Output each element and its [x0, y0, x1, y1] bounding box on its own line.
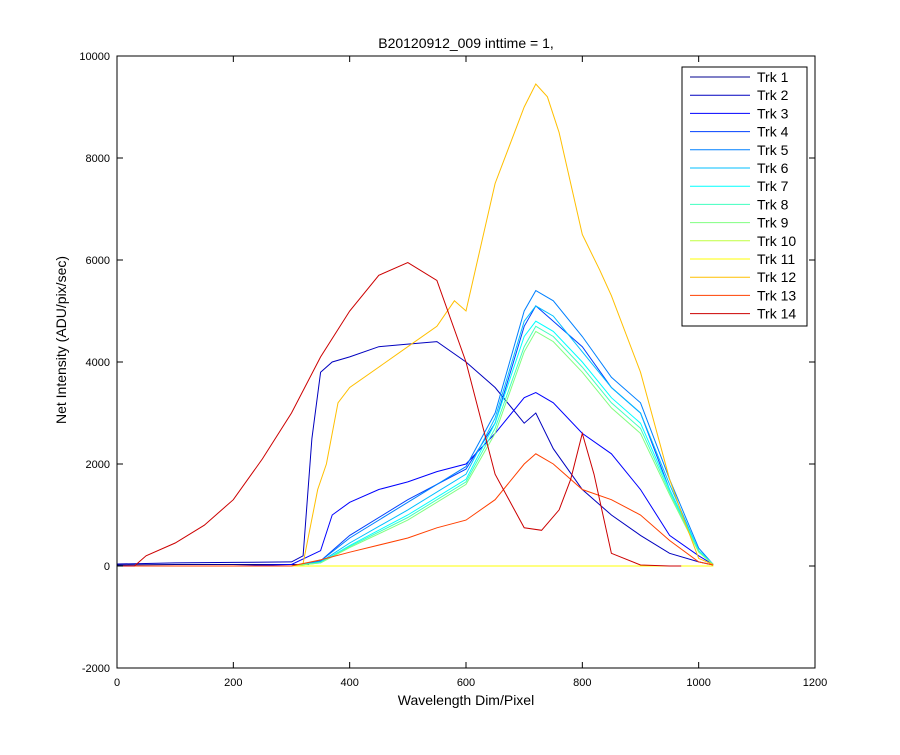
legend: Trk 1 Trk 2 Trk 3 Trk 4 Trk 5 Trk 6 Trk 7 Trk 8… — [681, 66, 808, 327]
y-tick-label: 0 — [104, 561, 110, 573]
series-line-trk-1 — [116, 564, 309, 566]
series-line-trk-2 — [116, 341, 714, 566]
y-axis-label: Net Intensity (ADU/pix/sec) — [53, 256, 69, 424]
y-tick-label: 10000 — [79, 51, 110, 63]
series-line-trk-5 — [117, 289, 714, 567]
y-tick-label: 6000 — [86, 255, 110, 267]
legend-label-trk-2: Trk 2 — [757, 87, 789, 103]
legend-label-trk-6: Trk 6 — [757, 160, 789, 176]
x-tick-label: 400 — [340, 677, 358, 689]
series-line-trk-9 — [117, 330, 714, 567]
y-tick-label: -2000 — [82, 663, 110, 675]
legend-items: Trk 1 Trk 2 Trk 3 Trk 4 Trk 5 Trk 6 Trk 7 Trk 8… — [690, 69, 796, 322]
series-line-trk-7 — [117, 320, 714, 567]
series-line-trk-14 — [117, 262, 682, 567]
x-tick-label: 1200 — [803, 677, 827, 689]
legend-label-trk-3: Trk 3 — [757, 105, 789, 121]
x-ticks: 0 200 400 600 800 1000 1200 — [114, 56, 827, 689]
legend-label-trk-10: Trk 10 — [757, 233, 796, 249]
legend-label-trk-7: Trk 7 — [757, 178, 789, 194]
legend-label-trk-8: Trk 8 — [757, 196, 789, 212]
legend-label-trk-9: Trk 9 — [757, 215, 789, 231]
legend-label-trk-12: Trk 12 — [757, 269, 796, 285]
series-line-trk-4 — [117, 305, 714, 567]
chart-title: B20120912_009 inttime = 1, — [378, 35, 554, 51]
x-tick-label: 800 — [573, 677, 591, 689]
y-tick-label: 2000 — [86, 459, 110, 471]
x-tick-label: 200 — [224, 677, 242, 689]
x-tick-label: 600 — [457, 677, 475, 689]
y-ticks: -2000 0 2000 4000 6000 8000 10000 — [79, 51, 815, 675]
legend-label-trk-13: Trk 13 — [757, 287, 796, 303]
legend-label-trk-5: Trk 5 — [757, 142, 789, 158]
legend-box — [681, 66, 808, 327]
y-tick-label: 4000 — [86, 357, 110, 369]
x-tick-label: 1000 — [686, 677, 710, 689]
x-tick-label: 0 — [114, 677, 120, 689]
series-line-trk-3 — [117, 392, 714, 567]
legend-label-trk-14: Trk 14 — [757, 306, 796, 322]
x-axis-label: Wavelength Dim/Pixel — [398, 692, 534, 708]
series-line-trk-6 — [117, 305, 714, 567]
series-layer — [116, 83, 714, 567]
series-line-trk-12 — [117, 83, 714, 567]
y-tick-label: 8000 — [86, 153, 110, 165]
legend-label-trk-11: Trk 11 — [757, 251, 795, 267]
legend-label-trk-4: Trk 4 — [757, 124, 789, 140]
series-line-trk-13 — [117, 453, 714, 567]
legend-label-trk-1: Trk 1 — [757, 69, 789, 85]
